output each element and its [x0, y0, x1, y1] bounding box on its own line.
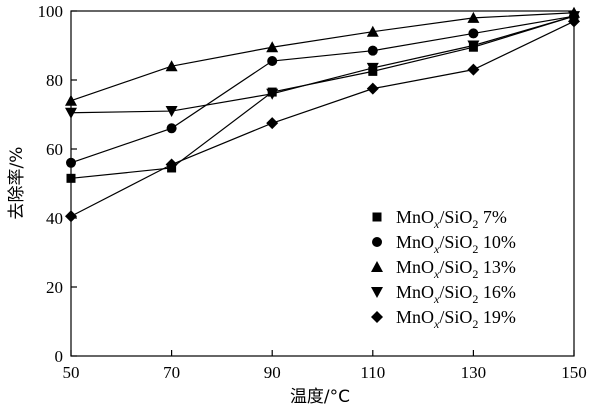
x-tick-label: 110 — [360, 363, 385, 382]
data-point — [467, 11, 480, 23]
data-point — [266, 117, 279, 130]
y-tick-label: 100 — [38, 2, 64, 21]
legend-label: MnOx/SiO2 19% — [396, 307, 516, 331]
data-point — [165, 60, 178, 72]
legend-marker — [372, 237, 382, 247]
data-point — [165, 106, 178, 118]
y-tick-label: 80 — [46, 71, 63, 90]
legend-marker — [371, 261, 383, 272]
y-tick-label: 20 — [46, 278, 63, 297]
series-2 — [66, 11, 579, 168]
x-tick-label: 90 — [264, 363, 281, 382]
legend-label: MnOx/SiO2 7% — [396, 207, 507, 231]
x-tick-label: 50 — [63, 363, 80, 382]
data-point — [66, 157, 76, 168]
legend: MnOx/SiO2 7%MnOx/SiO2 10%MnOx/SiO2 13%Mn… — [371, 207, 516, 331]
legend-label: MnOx/SiO2 16% — [396, 282, 516, 306]
data-point — [467, 40, 480, 52]
data-point — [468, 28, 479, 39]
x-tick-label: 130 — [461, 363, 487, 382]
data-point — [367, 45, 378, 56]
data-point — [66, 173, 76, 183]
y-axis-title: 去除率/% — [7, 147, 27, 220]
legend-item: MnOx/SiO2 16% — [371, 282, 516, 306]
legend-label: MnOx/SiO2 13% — [396, 257, 516, 281]
series-line — [70, 20, 575, 217]
data-point — [366, 25, 379, 37]
series-line — [70, 15, 575, 164]
data-point — [366, 82, 379, 95]
data-point — [65, 94, 77, 106]
series-5 — [65, 15, 580, 223]
legend-item: MnOx/SiO2 10% — [372, 232, 516, 256]
y-tick-label: 60 — [46, 140, 63, 159]
x-axis-title: 温度/°C — [290, 387, 350, 407]
data-point — [65, 107, 77, 119]
data-point — [366, 62, 379, 74]
legend-marker — [372, 212, 382, 222]
data-point — [266, 41, 279, 53]
y-tick-label: 40 — [46, 209, 63, 228]
plot-frame — [70, 10, 575, 357]
legend-item: MnOx/SiO2 19% — [371, 307, 516, 331]
data-point — [165, 158, 178, 171]
series-line — [70, 15, 575, 179]
data-point — [467, 63, 480, 76]
legend-item: MnOx/SiO2 7% — [372, 207, 507, 231]
y-tick-label: 0 — [55, 347, 64, 366]
series-line — [70, 15, 575, 114]
series-line — [70, 12, 575, 102]
legend-label: MnOx/SiO2 10% — [396, 232, 516, 256]
legend-marker — [371, 287, 383, 298]
data-point — [267, 56, 278, 67]
legend-marker — [371, 311, 383, 323]
data-point — [568, 15, 580, 28]
legend-item: MnOx/SiO2 13% — [371, 257, 516, 281]
x-tick-label: 150 — [561, 363, 587, 382]
x-tick-label: 70 — [163, 363, 180, 382]
data-point — [166, 123, 177, 134]
series-4 — [65, 11, 580, 119]
data-point — [65, 210, 77, 223]
data-point — [266, 88, 279, 100]
